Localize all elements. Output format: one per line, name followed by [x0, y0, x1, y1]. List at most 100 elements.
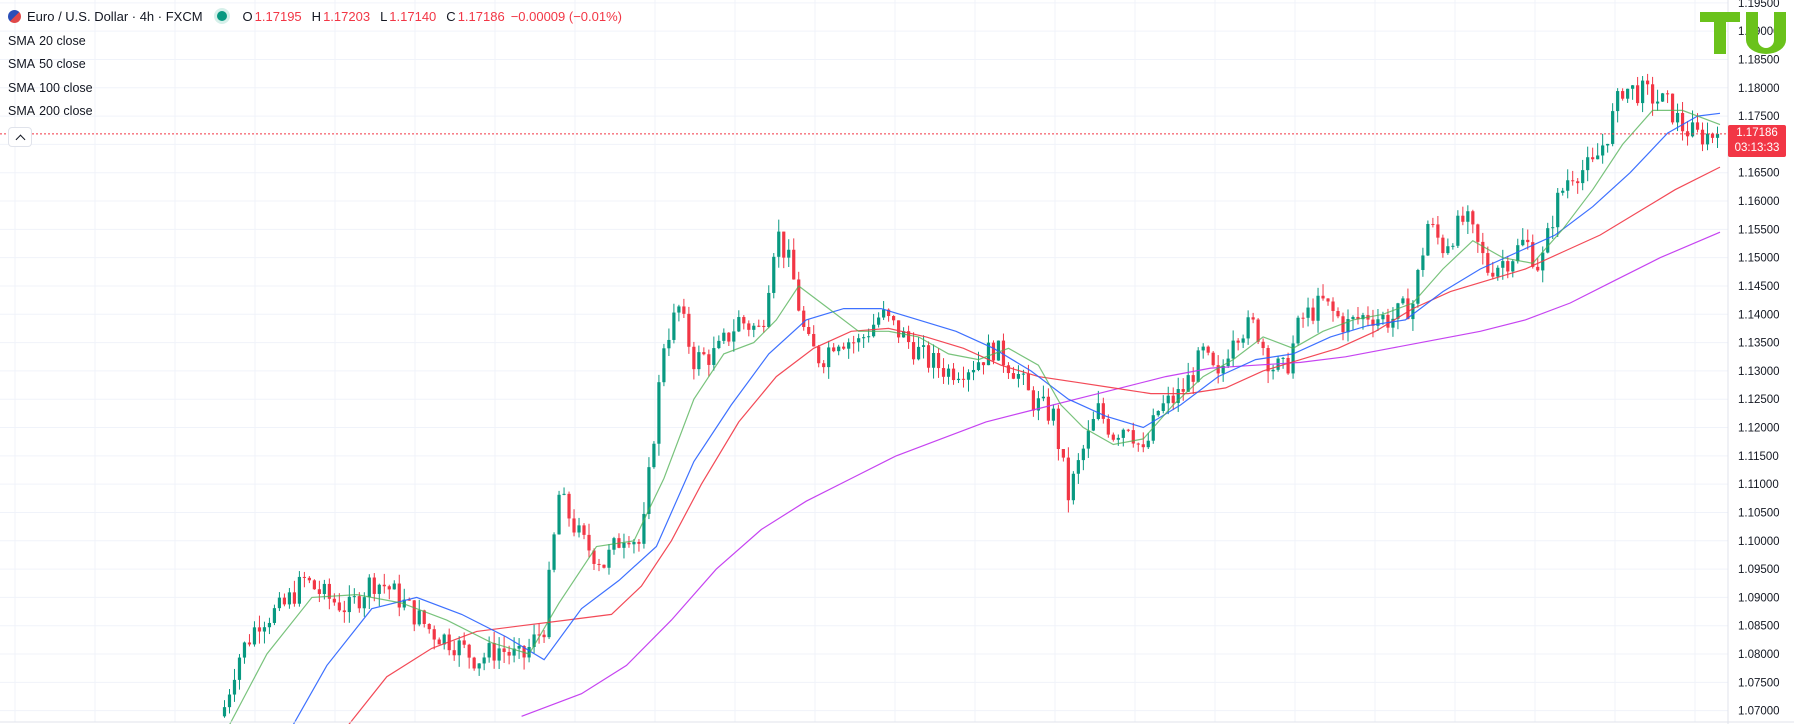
- candle: [1376, 308, 1380, 332]
- indicator-params: 50 close: [39, 57, 86, 72]
- candle: [1516, 238, 1520, 264]
- price-axis[interactable]: 1.195001.190001.185001.180001.175001.170…: [1738, 0, 1780, 718]
- candle-body: [642, 513, 646, 544]
- candle: [617, 533, 621, 549]
- candle: [1641, 76, 1645, 113]
- candle: [637, 539, 641, 552]
- candle-body: [1391, 318, 1395, 328]
- candle-body: [1581, 170, 1585, 184]
- candle-body: [317, 589, 321, 594]
- candle-body: [1616, 91, 1620, 112]
- candle: [1171, 387, 1175, 411]
- candle-body: [1406, 298, 1410, 320]
- market-status-icon[interactable]: [216, 11, 227, 21]
- candle-body: [1031, 390, 1036, 411]
- candle: [1576, 178, 1580, 194]
- candle-body: [572, 518, 576, 533]
- candle-body: [1411, 303, 1415, 320]
- candle-body: [1650, 84, 1655, 104]
- candle-body: [247, 642, 252, 645]
- candle: [552, 532, 556, 573]
- candle-body: [347, 596, 351, 613]
- candle: [782, 231, 786, 269]
- candle-body: [637, 541, 641, 544]
- candle-body: [1351, 316, 1355, 320]
- indicator-sma100[interactable]: SMA 100 close: [8, 76, 632, 100]
- candle: [1511, 259, 1515, 278]
- collapse-legend-button[interactable]: [8, 127, 32, 147]
- candle-body: [1685, 131, 1690, 137]
- candle-body: [1641, 80, 1645, 104]
- candle-body: [327, 583, 331, 599]
- sma-20-line: [229, 109, 1721, 724]
- candle: [672, 303, 676, 344]
- candle-body: [1546, 228, 1550, 253]
- candle: [1211, 351, 1215, 367]
- candle: [1216, 355, 1220, 384]
- candle: [1461, 206, 1465, 226]
- candle: [1141, 432, 1145, 453]
- candle-body: [1561, 190, 1565, 193]
- candle: [1186, 362, 1190, 392]
- candle-body: [1171, 395, 1175, 403]
- candle: [867, 328, 871, 343]
- close-label: C: [446, 8, 456, 24]
- indicator-sma50[interactable]: SMA 50 close: [8, 53, 632, 77]
- candle: [452, 640, 456, 661]
- candle-body: [372, 577, 376, 594]
- candle: [482, 652, 486, 671]
- candle: [537, 623, 541, 644]
- price-tick-label: 1.14000: [1738, 309, 1780, 321]
- candle-body: [916, 346, 921, 360]
- sma-lines: [229, 109, 1721, 724]
- candle: [1126, 428, 1130, 433]
- candle-body: [1236, 340, 1240, 343]
- candle: [981, 362, 986, 375]
- candle: [1650, 76, 1655, 116]
- candle-body: [1645, 80, 1650, 85]
- candle: [807, 319, 811, 336]
- candle: [877, 312, 881, 328]
- price-tick-label: 1.18000: [1738, 83, 1780, 95]
- indicator-sma20[interactable]: SMA 20 close: [8, 29, 632, 53]
- price-tick-label: 1.15500: [1738, 224, 1780, 236]
- candle: [941, 358, 946, 384]
- candle: [1471, 209, 1475, 234]
- candle-body: [862, 337, 866, 339]
- candle: [477, 663, 481, 676]
- candle: [1201, 343, 1205, 359]
- candle: [1581, 159, 1585, 191]
- indicator-sma200[interactable]: SMA 200 close: [8, 100, 632, 124]
- candle: [602, 564, 606, 569]
- candle: [542, 630, 546, 643]
- candle: [642, 502, 646, 549]
- candle: [1071, 471, 1075, 505]
- candle: [971, 360, 976, 381]
- candle-body: [1321, 295, 1325, 299]
- candle-body: [497, 648, 501, 661]
- candle: [282, 593, 287, 607]
- candle-body: [1486, 253, 1490, 273]
- candle-body: [1041, 396, 1046, 399]
- price-tick-label: 1.19500: [1738, 0, 1780, 10]
- candle: [1621, 88, 1625, 101]
- candle-body: [936, 353, 941, 369]
- candle: [742, 315, 746, 330]
- candle-body: [607, 549, 611, 568]
- candle: [1421, 247, 1425, 277]
- candle: [1101, 397, 1105, 424]
- candle-body: [941, 368, 946, 377]
- candle: [1715, 126, 1720, 148]
- candle-body: [677, 306, 681, 313]
- candle-body: [412, 600, 416, 625]
- chart-legend: Euro / U.S. Dollar · 4h · FXCM O 1.17195 …: [8, 7, 632, 147]
- symbol-title[interactable]: Euro / U.S. Dollar · 4h · FXCM: [27, 8, 203, 24]
- candle: [1645, 73, 1650, 95]
- candle-body: [1306, 307, 1310, 318]
- candle: [832, 343, 836, 353]
- candle-body: [367, 577, 371, 598]
- candle-body: [986, 342, 991, 366]
- candle: [1006, 362, 1011, 379]
- candle-body: [262, 627, 267, 632]
